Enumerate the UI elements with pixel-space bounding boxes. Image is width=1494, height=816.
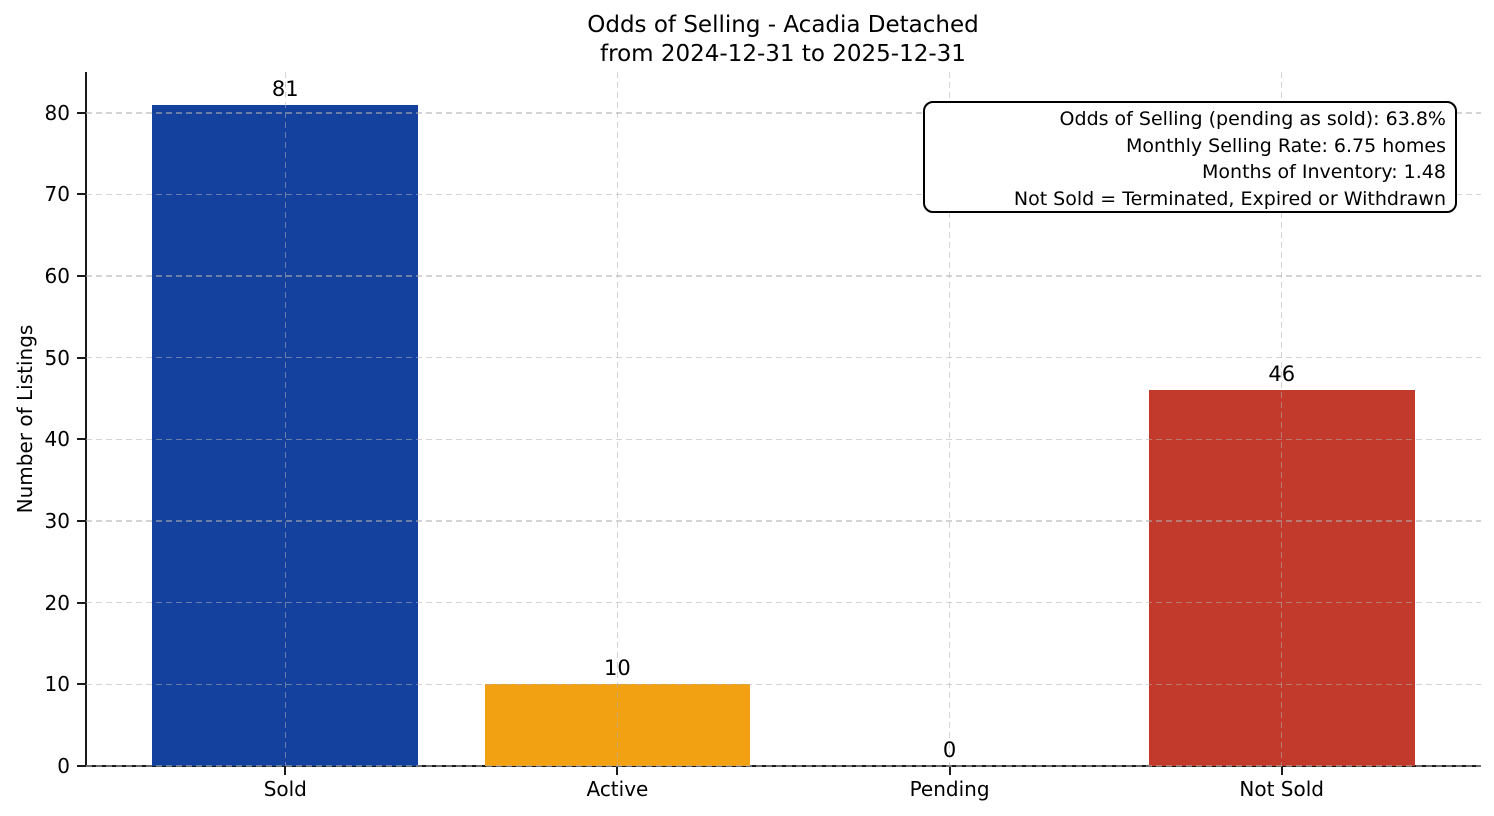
y-tick-label: 50 — [44, 345, 70, 370]
y-tick-mark — [77, 765, 85, 767]
stats-annotation-box: Odds of Selling (pending as sold): 63.8%… — [923, 101, 1457, 213]
annotation-not-sold-definition: Not Sold = Terminated, Expired or Withdr… — [1013, 187, 1446, 210]
horizontal-gridline — [86, 112, 1481, 114]
x-tick-mark — [948, 767, 951, 775]
chart-title: Odds of Selling - Acadia Detached from 2… — [587, 11, 979, 69]
horizontal-gridline — [86, 683, 1481, 686]
annotation-odds-of-selling: Odds of Selling (pending as sold): 63.8% — [1059, 108, 1446, 130]
y-tick-mark — [77, 193, 85, 196]
x-tick-label-not-sold: Not Sold — [1239, 777, 1324, 801]
x-tick-label-active: Active — [586, 777, 649, 801]
x-tick-mark — [1280, 767, 1283, 775]
chart-title-line-1: Odds of Selling - Acadia Detached — [587, 12, 979, 38]
y-tick-label: 30 — [44, 509, 70, 534]
x-tick-label-pending: Pending — [909, 777, 990, 801]
y-tick-mark — [77, 520, 85, 523]
y-axis-spine — [85, 72, 87, 767]
y-tick-label: 0 — [57, 754, 70, 778]
y-tick-label: 70 — [44, 182, 70, 207]
annotation-monthly-selling-rate: Monthly Selling Rate: 6.75 homes — [1126, 134, 1446, 157]
chart-title-line-2: from 2024-12-31 to 2025-12-31 — [600, 41, 966, 67]
horizontal-gridline — [86, 275, 1481, 277]
y-tick-label: 80 — [44, 100, 70, 125]
horizontal-gridline — [86, 438, 1481, 441]
vertical-gridline — [616, 72, 619, 766]
y-tick-label: 10 — [44, 672, 70, 697]
bar-value-label: 0 — [942, 738, 957, 762]
y-tick-mark — [77, 438, 85, 441]
y-tick-label: 20 — [44, 590, 70, 615]
y-tick-mark — [77, 683, 85, 686]
vertical-gridline — [1281, 72, 1283, 766]
horizontal-gridline — [86, 602, 1481, 604]
x-tick-label-sold: Sold — [263, 777, 307, 801]
vertical-gridline — [948, 72, 951, 766]
y-tick-mark — [77, 111, 85, 114]
y-tick-mark — [77, 601, 85, 604]
horizontal-gridline — [86, 520, 1481, 522]
x-tick-mark — [284, 767, 287, 775]
bar-value-label: 81 — [271, 76, 299, 101]
y-tick-label: 40 — [44, 427, 70, 452]
y-tick-label: 60 — [44, 264, 70, 289]
y-tick-mark — [77, 275, 85, 278]
bar-value-label: 10 — [604, 656, 631, 681]
x-tick-mark — [616, 767, 619, 775]
horizontal-gridline — [86, 357, 1481, 359]
horizontal-gridline — [86, 765, 1481, 767]
horizontal-gridline — [86, 193, 1481, 196]
annotation-months-of-inventory: Months of Inventory: 1.48 — [1202, 161, 1446, 183]
vertical-gridline — [284, 72, 286, 766]
y-tick-mark — [77, 356, 85, 359]
bar-value-label: 46 — [1268, 362, 1296, 387]
